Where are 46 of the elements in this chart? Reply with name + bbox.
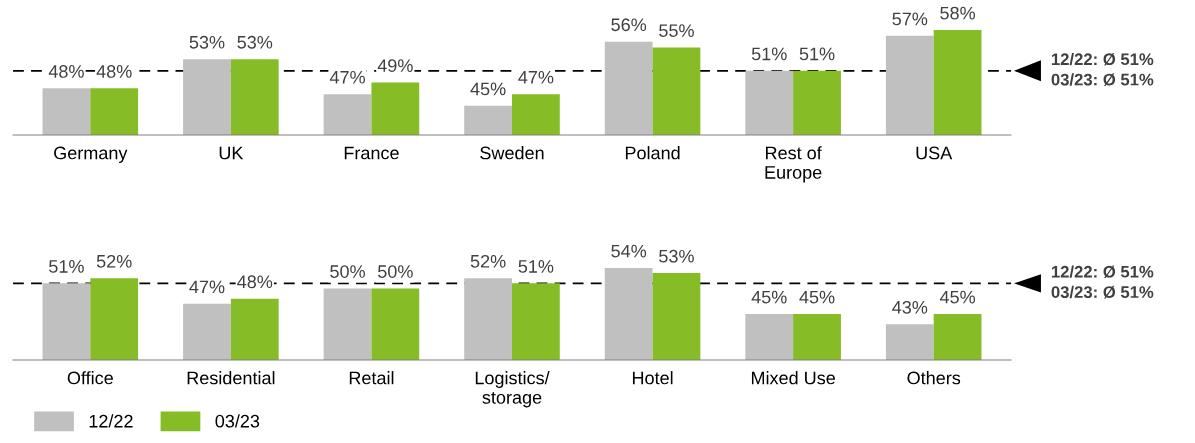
- x-tick-label: Office: [67, 371, 113, 385]
- data-label: 52%: [96, 254, 132, 268]
- data-label: 47%: [189, 280, 225, 294]
- data-label: 51%: [799, 47, 835, 61]
- x-tick-label: Retail: [349, 371, 394, 385]
- ref-line-label: 12/22: Ø 51% 03/23: Ø 51%: [1051, 52, 1154, 86]
- legend-label: 12/22: [89, 414, 133, 428]
- data-label: 45%: [939, 290, 976, 304]
- x-tick-label: Poland: [625, 146, 680, 160]
- data-label: 47%: [329, 70, 365, 84]
- data-label: 45%: [751, 290, 787, 304]
- data-label: 51%: [751, 47, 787, 61]
- data-label: 51%: [518, 260, 554, 273]
- data-label: 51%: [49, 260, 84, 273]
- x-tick-label: Rest of Europe: [765, 146, 822, 183]
- x-tick-label: Logistics/ storage: [475, 371, 550, 408]
- data-label: 48%: [48, 65, 84, 78]
- x-tick-label: Hotel: [632, 371, 673, 385]
- data-label: 45%: [470, 82, 506, 96]
- data-label: 48%: [237, 275, 273, 289]
- data-label: 53%: [659, 249, 694, 263]
- data-label: 55%: [659, 24, 694, 37]
- x-tick-label: USA: [916, 146, 953, 160]
- x-tick-label: Mixed Use: [751, 371, 835, 385]
- x-tick-label: Residential: [187, 371, 275, 385]
- x-tick-label: France: [344, 146, 399, 160]
- data-label: 50%: [330, 265, 365, 278]
- data-label: 54%: [611, 244, 647, 258]
- data-label: 47%: [518, 70, 554, 84]
- x-tick-label: Sweden: [480, 146, 544, 160]
- x-tick-label: Others: [907, 371, 961, 385]
- data-label: 53%: [189, 35, 225, 49]
- data-label: 58%: [940, 6, 976, 20]
- data-label: 57%: [892, 12, 928, 26]
- data-label: 53%: [237, 35, 273, 49]
- x-tick-label: UK: [219, 146, 244, 160]
- data-label: 48%: [96, 65, 132, 78]
- data-label: 49%: [377, 59, 413, 72]
- data-label: 56%: [611, 18, 647, 32]
- data-label: 50%: [377, 265, 413, 278]
- data-label: 45%: [799, 290, 835, 304]
- data-label: 43%: [892, 300, 928, 314]
- legend-label: 03/23: [215, 414, 260, 428]
- data-label: 52%: [470, 254, 506, 268]
- ref-line-label: 12/22: Ø 51% 03/23: Ø 51%: [1051, 265, 1154, 299]
- x-tick-label: Germany: [54, 146, 128, 163]
